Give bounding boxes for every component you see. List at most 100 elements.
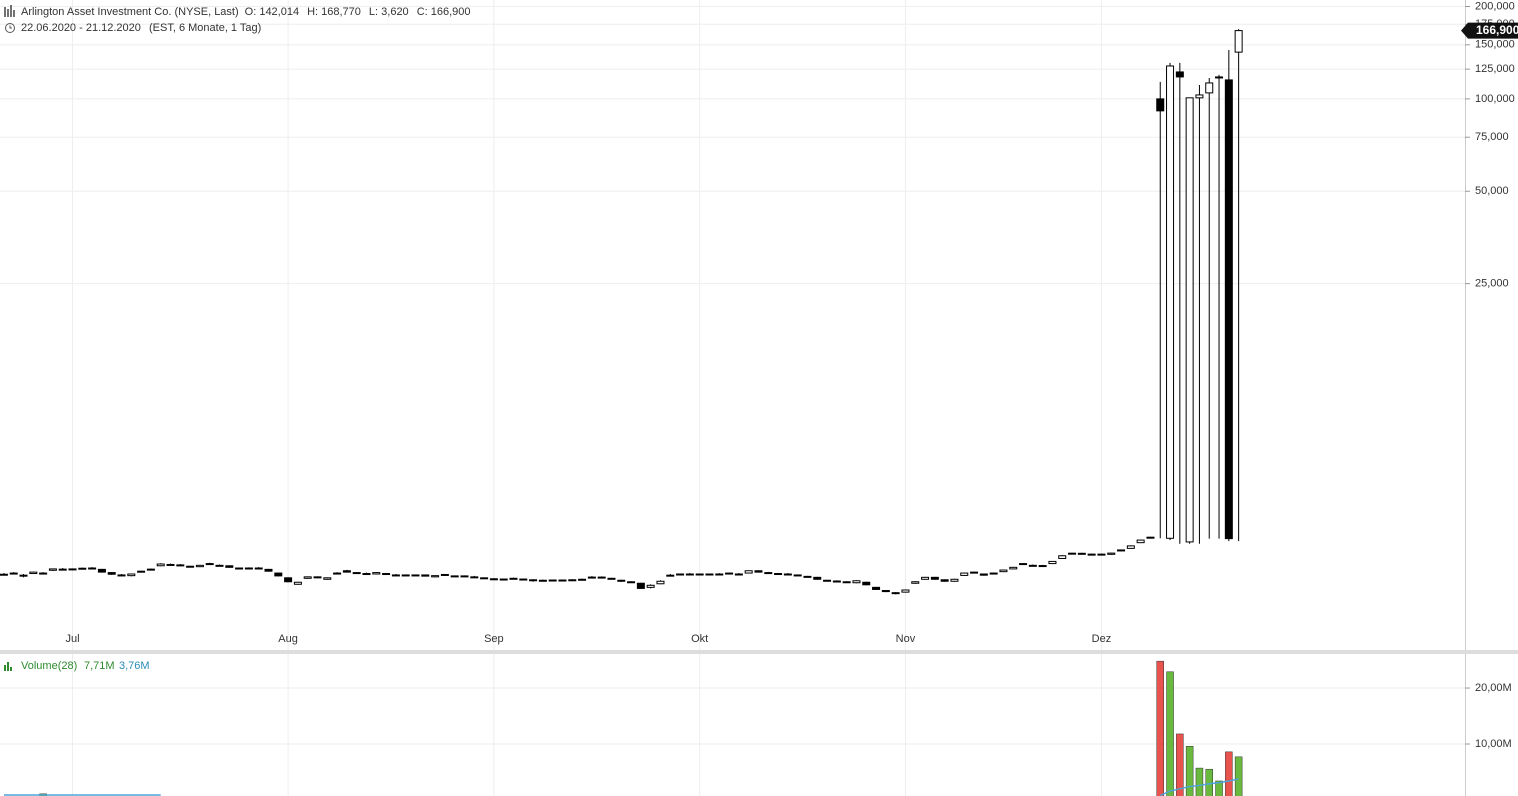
candle-body: [538, 579, 547, 582]
y-tick-label: 10,00M: [1475, 738, 1512, 750]
candle-body: [568, 579, 577, 582]
candle-body: [607, 577, 616, 580]
candle-body: [891, 592, 900, 595]
candle-body: [587, 576, 596, 579]
candle-body: [97, 568, 106, 573]
y-tick-label: 75,000: [1475, 131, 1509, 143]
x-tick-label: Okt: [691, 633, 708, 645]
candle-body: [205, 563, 214, 566]
candle-body: [58, 568, 67, 571]
y-tick-label: 200,000: [1475, 0, 1515, 12]
candle-body: [29, 571, 38, 575]
candle-body: [88, 567, 97, 570]
candle-body: [529, 579, 538, 582]
candle-body: [793, 574, 802, 577]
candle-body: [480, 577, 489, 580]
candle-body: [823, 579, 832, 582]
candle-body: [940, 579, 949, 582]
candle-body: [342, 570, 351, 573]
candle-body: [734, 573, 743, 576]
volume-legend-ma: 3,76M: [119, 660, 150, 672]
ohlc-values: O: 142,014 H: 168,770 L: 3,620 C: 166,900: [245, 6, 471, 18]
candle-body: [744, 570, 753, 574]
candle-body: [1234, 30, 1243, 53]
x-tick-label: Jul: [65, 633, 79, 645]
candle-body: [1146, 536, 1155, 539]
candle-body: [1136, 539, 1145, 544]
candle-body: [499, 578, 508, 581]
candle-body: [137, 570, 146, 573]
candle-body: [930, 576, 939, 580]
candle-body: [960, 572, 969, 576]
candle-body: [1175, 71, 1184, 78]
candle-body: [68, 568, 77, 571]
candle-body: [362, 573, 371, 576]
candle-body: [872, 586, 881, 590]
candle-body: [176, 564, 185, 567]
y-tick-label: 100,000: [1475, 93, 1515, 105]
candle-body: [235, 567, 244, 570]
candle-body: [431, 575, 440, 578]
grid: [0, 0, 1465, 796]
candle-body: [440, 573, 449, 576]
volume-bar: [1166, 671, 1174, 796]
last-price-label: 166,900: [1476, 23, 1518, 37]
clock-hands: [9, 25, 12, 29]
y-tick-label: 150,000: [1475, 39, 1515, 51]
chart-title: Arlington Asset Investment Co. (NYSE, La…: [21, 6, 239, 18]
candle-body: [970, 571, 979, 574]
candle-body: [1185, 97, 1194, 543]
volume-bar: [1176, 733, 1184, 796]
candle-body: [999, 569, 1008, 573]
ohlc-value: L: 3,620: [369, 6, 409, 18]
y-tick-label: 25,000: [1475, 278, 1509, 290]
x-tick-label: Nov: [896, 633, 916, 645]
volume-bar: [1215, 780, 1223, 796]
candle-body: [391, 574, 400, 577]
candle-body: [293, 581, 302, 585]
volume-bar: [1156, 660, 1164, 796]
ohlc-value: C: 166,900: [417, 6, 471, 18]
candle-body: [264, 568, 273, 572]
candle-body: [705, 573, 714, 576]
candle-body: [695, 573, 704, 576]
candle-body: [548, 579, 557, 582]
candle-body: [509, 577, 518, 580]
candle-body: [881, 590, 890, 593]
candle-body: [725, 572, 734, 575]
candle-body: [911, 581, 920, 584]
candle-body: [597, 576, 606, 579]
candle-body: [9, 572, 18, 575]
candle-body: [372, 572, 381, 575]
candle-body: [1068, 552, 1077, 555]
volume-bar: [1234, 756, 1243, 796]
candle-body: [676, 573, 685, 576]
candle-body: [274, 572, 283, 577]
candle-body: [382, 573, 391, 576]
volume-ma-line: [1159, 778, 1239, 796]
candle-body: [979, 573, 988, 576]
candle-body: [195, 564, 204, 568]
candle-body: [1038, 565, 1047, 568]
candle-body: [754, 570, 763, 573]
candle-body: [450, 575, 459, 578]
last-price-tag: [1461, 22, 1518, 39]
volume-bar: [1195, 767, 1204, 796]
y-tick-label: 20,00M: [1475, 682, 1512, 694]
candle-body: [1224, 79, 1233, 540]
x-tick-label: Sep: [484, 633, 504, 645]
chart-icon: [4, 5, 15, 17]
candle-body: [303, 576, 312, 579]
pane-separator: [0, 650, 1518, 654]
candle-body: [284, 577, 293, 583]
candle-body: [19, 574, 28, 577]
candle-body: [323, 577, 332, 580]
candle-body: [39, 572, 48, 575]
candle-body: [685, 573, 694, 576]
candle-body: [225, 565, 234, 568]
candle-body: [117, 574, 126, 577]
volume-legend-title: Volume(28): [21, 660, 77, 672]
candle-body: [470, 576, 479, 579]
candle-body: [48, 568, 57, 571]
